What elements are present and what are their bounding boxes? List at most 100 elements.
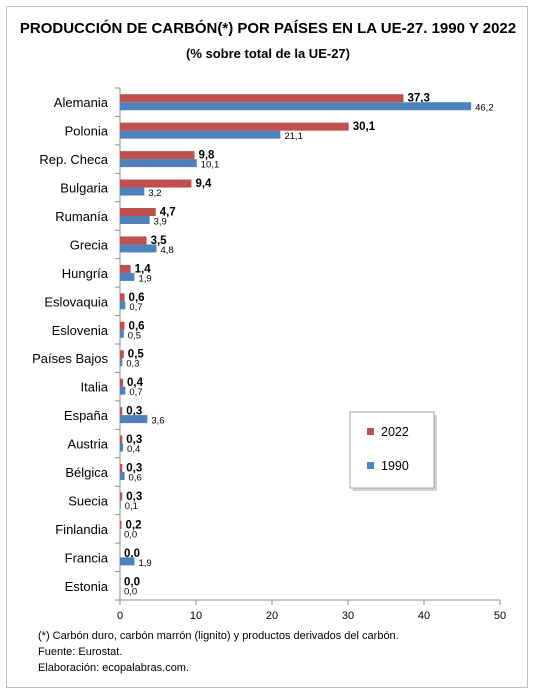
bar-1990: [120, 386, 126, 395]
data-label-1990: 4,8: [160, 245, 173, 256]
category-label: Alemania: [54, 95, 109, 110]
data-label-1990: 1,9: [138, 273, 151, 284]
chart-notes: (*) Carbón duro, carbón marrón (lignito)…: [38, 628, 399, 676]
category-label: España: [64, 408, 109, 423]
category-label: Rep. Checa: [39, 152, 108, 167]
bar-1990: [120, 216, 150, 224]
data-label-2022: 4,7: [160, 207, 176, 219]
note-credit: Elaboración: ecopalabras.com.: [38, 662, 190, 674]
bar-2022: [120, 94, 404, 103]
data-label-1990: 3,2: [148, 188, 161, 199]
data-label-1990: 0,0: [124, 529, 137, 540]
category-label: Italia: [81, 380, 109, 395]
note-source: Fuente: Eurostat.: [38, 646, 123, 658]
data-label-2022: 9,8: [198, 150, 215, 162]
x-tick-label: 40: [418, 610, 430, 622]
bar-1990: [120, 557, 135, 566]
bar-2022: [120, 435, 123, 444]
bar-1990: [120, 443, 124, 452]
data-label-1990: 0,7: [129, 387, 142, 398]
data-label-1990: 46,2: [475, 103, 494, 114]
category-label: Hungría: [62, 266, 109, 281]
chart-frame: [6, 6, 528, 688]
bar-2022: [120, 293, 125, 302]
category-label: Eslovenia: [52, 323, 109, 338]
category-label: Finlandia: [55, 522, 109, 537]
data-label-2022: 0,0: [124, 548, 140, 560]
bar-1990: [120, 272, 135, 281]
legend-label-1990: 1990: [381, 459, 409, 473]
bar-1990: [120, 159, 197, 168]
bar-1990: [120, 244, 157, 253]
data-label-2022: 1,4: [135, 263, 152, 275]
category-label: Rumanía: [55, 209, 109, 224]
bar-2022: [120, 122, 349, 131]
data-label-2022: 30,1: [353, 121, 376, 133]
x-tick-label: 0: [117, 610, 123, 622]
bar-2022: [120, 520, 122, 529]
x-tick-label: 30: [342, 610, 354, 622]
bar-2022: [120, 321, 125, 330]
data-label-2022: 0,6: [129, 320, 145, 332]
data-label-1990: 0,4: [127, 444, 140, 455]
data-label-2022: 9,4: [195, 178, 212, 190]
bar-1990: [120, 415, 148, 424]
x-tick-label: 50: [494, 610, 506, 622]
category-label: Francia: [65, 550, 109, 565]
data-label-1990: 0,1: [125, 501, 138, 512]
data-label-2022: 0,3: [126, 406, 142, 418]
data-label-1990: 21,1: [284, 131, 303, 142]
bar-1990: [120, 187, 145, 196]
data-label-1990: 0,0: [124, 586, 137, 597]
bar-2022: [120, 236, 147, 245]
data-label-1990: 10,1: [201, 160, 220, 171]
data-label-2022: 0,3: [126, 463, 142, 475]
category-label: Polonia: [65, 124, 109, 139]
legend-swatch-1990: [367, 462, 374, 469]
category-label: Estonia: [65, 579, 109, 594]
legend-label-2022: 2022: [381, 425, 409, 439]
bar-2022: [120, 464, 123, 472]
bar-2022: [120, 208, 156, 216]
data-label-2022: 0,0: [124, 576, 140, 588]
data-label-1990: 0,3: [126, 359, 139, 370]
category-label: Austria: [68, 437, 109, 452]
bar-1990: [120, 358, 123, 367]
data-label-2022: 0,5: [128, 349, 145, 361]
bar-1990: [120, 102, 472, 111]
bar-1990: [120, 301, 126, 310]
data-label-2022: 0,6: [129, 292, 145, 304]
data-label-2022: 0,4: [127, 377, 144, 389]
data-label-2022: 3,5: [151, 235, 168, 247]
bar-1990: [120, 500, 121, 509]
bar-2022: [120, 407, 123, 416]
bar-1990: [120, 329, 124, 338]
bar-1990: [120, 130, 281, 139]
category-label: Bélgica: [65, 465, 108, 480]
bar-2022: [120, 378, 124, 387]
chart-subtitle: (% sobre total de la UE-27): [186, 46, 350, 61]
bar-1990: [120, 472, 125, 480]
bar-2022: [120, 179, 192, 188]
data-label-1990: 1,9: [138, 558, 151, 569]
data-label-1990: 0,7: [129, 302, 142, 313]
data-label-2022: 0,3: [126, 434, 142, 446]
category-label: Países Bajos: [32, 351, 108, 366]
data-label-1990: 3,9: [154, 217, 167, 228]
bar-2022: [120, 264, 131, 273]
data-label-1990: 0,6: [129, 473, 142, 484]
bar-2022: [120, 492, 123, 501]
data-label-1990: 0,5: [128, 330, 141, 341]
bar-2022: [120, 350, 124, 359]
category-label: Grecia: [70, 237, 109, 252]
x-tick-label: 20: [266, 610, 278, 622]
note-definition: (*) Carbón duro, carbón marrón (lignito)…: [38, 630, 399, 642]
data-label-2022: 37,3: [407, 93, 429, 105]
data-label-2022: 0,3: [126, 491, 142, 503]
category-label: Suecia: [68, 493, 109, 508]
legend-swatch-2022: [367, 428, 374, 435]
chart-title: PRODUCCIÓN DE CARBÓN(*) POR PAÍSES EN LA…: [19, 20, 517, 37]
legend-box: [349, 411, 435, 489]
category-label: Eslovaquia: [44, 294, 108, 309]
